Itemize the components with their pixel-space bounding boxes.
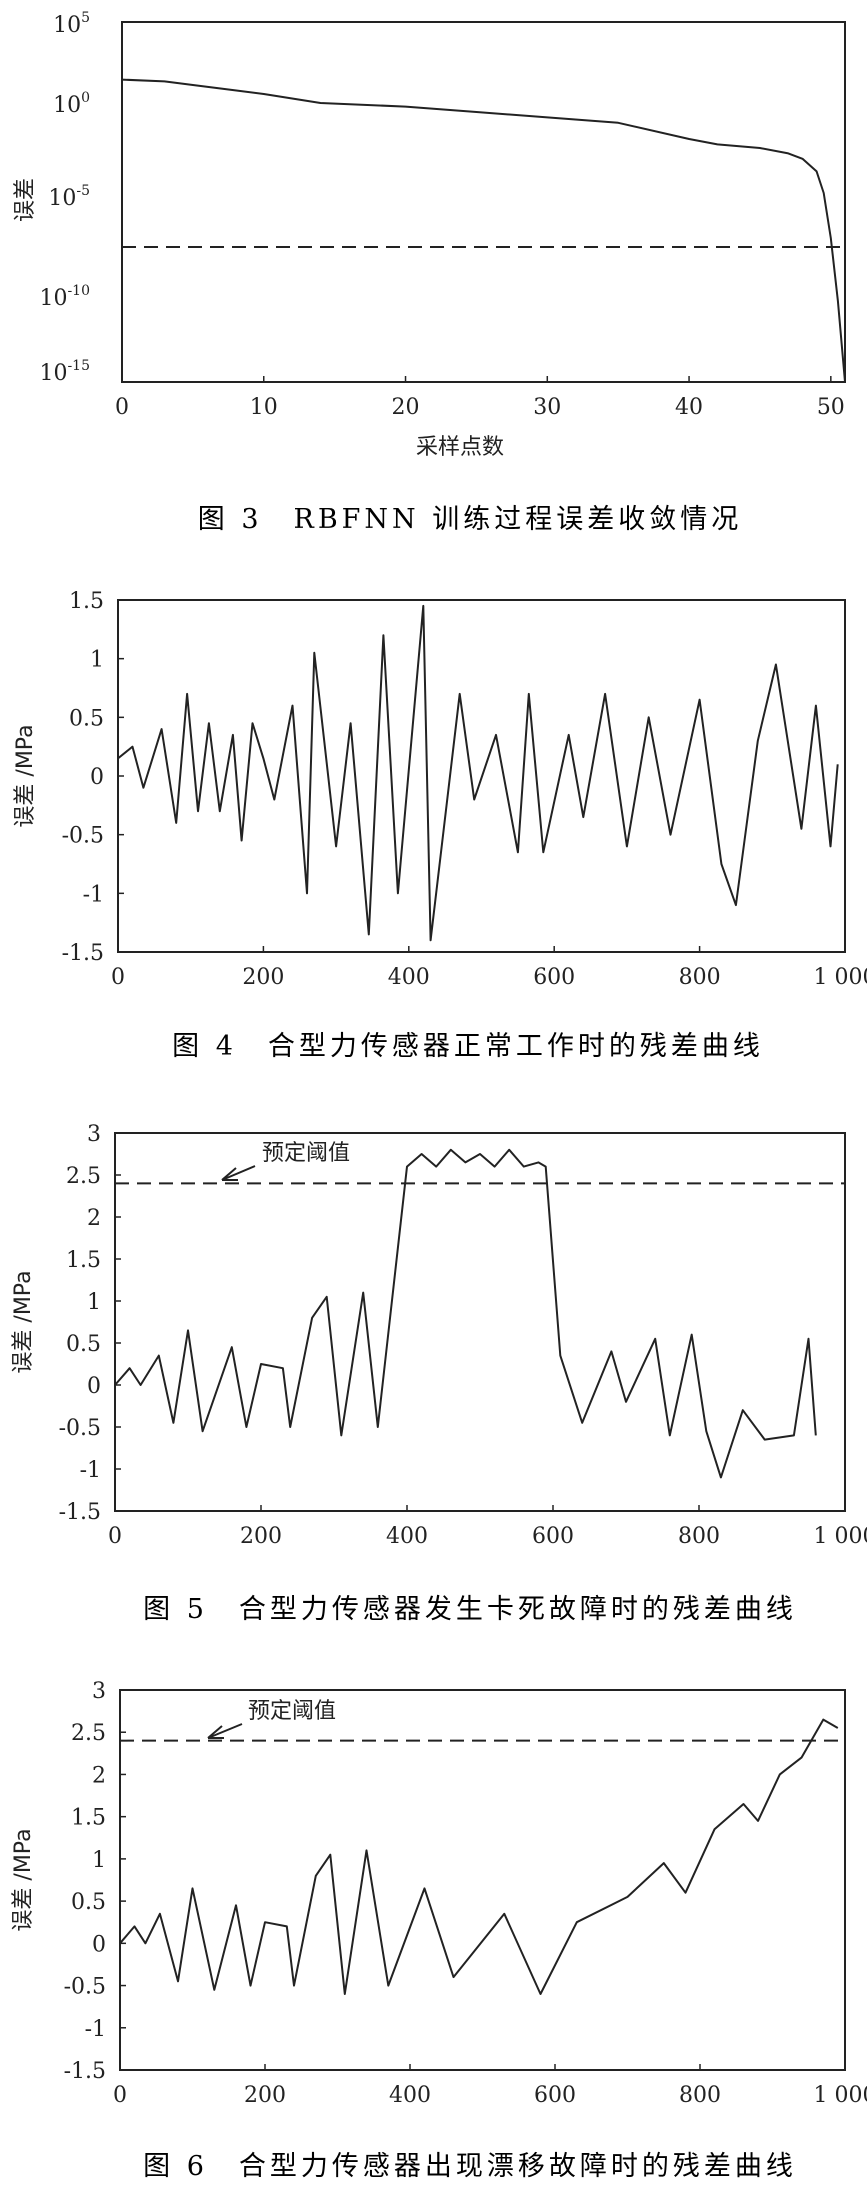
fig6-x-tick-label: 200 <box>244 2083 286 2108</box>
fig4-y-tick-label: -1.5 <box>62 941 104 966</box>
fig6-threshold-label: 预定阈值 <box>248 1699 336 1724</box>
fig6-caption: 图 6 合型力传感器出现漂移故障时的残差曲线 <box>143 2151 797 2182</box>
fig5-threshold-label: 预定阈值 <box>262 1141 350 1166</box>
fig6-threshold-arrow <box>207 1723 243 1739</box>
fig3-caption: 图 3 RBFNN 训练过程误差收敛情况 <box>198 504 743 535</box>
fig4-x-axis: 0 200 400 600 800 1 000 <box>111 946 867 990</box>
fig6-plot-frame <box>119 1689 846 2071</box>
fig3-series-line <box>121 78 846 383</box>
fig3-x-tick-label: 10 <box>250 395 278 420</box>
fig5-x-tick-label: 400 <box>386 1524 428 1549</box>
fig5-plot-frame <box>114 1132 846 1512</box>
fig4-x-tick-label: 0 <box>111 965 125 990</box>
fig3-y-axis-label: 误差 <box>13 178 38 222</box>
fig5-x-tick-label: 1 000 <box>814 1524 867 1549</box>
fig5-y-tick-label: 0 <box>87 1374 101 1399</box>
fig6-y-tick-label: 1.5 <box>71 1806 106 1831</box>
fig3-x-tick-label: 50 <box>817 395 845 420</box>
fig6-series-line <box>119 1718 839 1995</box>
fig4-caption: 图 4 合型力传感器正常工作时的残差曲线 <box>172 1031 764 1062</box>
fig3-x-tick-label: 20 <box>392 395 420 420</box>
fig4-x-tick-label: 600 <box>533 965 575 990</box>
fig4-y-tick-label: 0 <box>90 765 104 790</box>
fig5-series-line <box>114 1148 817 1479</box>
fig6-series <box>119 1718 845 1995</box>
fig5-x-tick-label: 600 <box>532 1524 574 1549</box>
fig3-y-tick-label: 10-5 <box>48 183 90 211</box>
fig5-x-axis: 0 200 400 600 800 1 000 <box>108 1505 867 1549</box>
fig4-y-tick-label: 1 <box>90 648 104 673</box>
fig4-y-axis: 1.5 1 0.5 0 -0.5 -1 -1.5 <box>62 589 124 966</box>
figure-3: 0 10 20 30 40 50 105 100 10-5 10-10 10-15 误差 … <box>13 10 846 535</box>
fig5-y-tick-label: 3 <box>87 1122 101 1147</box>
fig3-y-tick-label: 100 <box>53 90 90 118</box>
fig4-y-tick-label: -1 <box>83 882 104 907</box>
fig5-y-tick-label: -0.5 <box>59 1416 101 1441</box>
fig6-x-tick-label: 800 <box>679 2083 721 2108</box>
fig5-y-axis-label: 误差 /MPa <box>11 1270 36 1373</box>
fig6-x-axis: 0 200 400 600 800 1 000 <box>113 2064 867 2108</box>
fig6-x-tick-label: 600 <box>534 2083 576 2108</box>
fig4-y-tick-label: 1.5 <box>69 589 104 614</box>
fig3-y-axis: 105 100 10-5 10-10 10-15 <box>39 10 90 386</box>
fig5-threshold-arrow <box>221 1165 256 1181</box>
fig6-x-tick-label: 1 000 <box>814 2083 867 2108</box>
fig3-y-tick-label: 10-10 <box>39 283 90 311</box>
fig5-y-tick-label: 2 <box>87 1206 101 1231</box>
fig3-x-axis: 0 10 20 30 40 50 <box>115 376 845 420</box>
fig6-y-tick-label: 0 <box>92 1932 106 1957</box>
fig3-x-tick-label: 30 <box>533 395 561 420</box>
figure-4: 0 200 400 600 800 1 000 1.5 1 0.5 0 -0.5 -1 -1.5 误差… <box>13 589 867 1062</box>
fig4-y-axis-label: 误差 /MPa <box>13 724 38 827</box>
fig5-y-tick-label: 0.5 <box>66 1332 101 1357</box>
fig6-y-tick-label: 2.5 <box>71 1721 106 1746</box>
fig5-series <box>114 1148 845 1479</box>
fig6-y-tick-label: -0.5 <box>64 1975 106 2000</box>
fig4-x-tick-label: 800 <box>679 965 721 990</box>
fig6-y-axis-label: 误差 /MPa <box>11 1828 36 1931</box>
fig6-y-axis: 3 2.5 2 1.5 1 0.5 0 -0.5 -1 -1.5 <box>64 1679 126 2084</box>
fig3-x-axis-label: 采样点数 <box>416 435 504 460</box>
fig6-y-tick-label: -1.5 <box>64 2059 106 2084</box>
fig6-y-tick-label: 2 <box>92 1763 106 1788</box>
fig4-y-tick-label: -0.5 <box>62 824 104 849</box>
fig3-series <box>121 78 846 383</box>
fig4-y-tick-label: 0.5 <box>69 706 104 731</box>
fig5-y-tick-label: -1 <box>80 1458 101 1483</box>
fig5-caption: 图 5 合型力传感器发生卡死故障时的残差曲线 <box>143 1594 797 1625</box>
fig6-y-tick-label: 0.5 <box>71 1890 106 1915</box>
fig5-x-tick-label: 200 <box>240 1524 282 1549</box>
fig6-x-tick-label: 0 <box>113 2083 127 2108</box>
figure-6: 0 200 400 600 800 1 000 3 2.5 2 1.5 1 0.5 0 -0.5 -1 -1… <box>11 1679 867 2182</box>
fig4-x-tick-label: 400 <box>388 965 430 990</box>
fig6-y-tick-label: 1 <box>92 1848 106 1873</box>
fig5-x-tick-label: 0 <box>108 1524 122 1549</box>
fig3-x-tick-label: 40 <box>675 395 703 420</box>
fig5-y-axis: 3 2.5 2 1.5 1 0.5 0 -0.5 -1 -1.5 <box>59 1122 121 1525</box>
fig3-y-tick-label: 10-15 <box>39 358 90 386</box>
fig5-y-tick-label: 2.5 <box>66 1164 101 1189</box>
fig6-y-tick-label: 3 <box>92 1679 106 1704</box>
figure-5: 0 200 400 600 800 1 000 3 2.5 2 1.5 1 0.5 0 -0.5 -1 -1… <box>11 1122 867 1625</box>
fig5-x-tick-label: 800 <box>678 1524 720 1549</box>
fig6-x-tick-label: 400 <box>389 2083 431 2108</box>
fig3-x-tick-label: 0 <box>115 395 129 420</box>
fig5-y-tick-label: -1.5 <box>59 1500 101 1525</box>
fig4-x-tick-label: 200 <box>242 965 284 990</box>
fig4-series-line <box>117 604 839 942</box>
fig4-series <box>117 604 839 942</box>
fig4-x-tick-label: 1 000 <box>814 965 867 990</box>
fig3-plot-frame <box>121 21 846 383</box>
fig5-y-tick-label: 1 <box>87 1290 101 1315</box>
fig3-y-tick-label: 105 <box>53 10 90 38</box>
fig5-y-tick-label: 1.5 <box>66 1248 101 1273</box>
fig6-y-tick-label: -1 <box>85 2017 106 2042</box>
